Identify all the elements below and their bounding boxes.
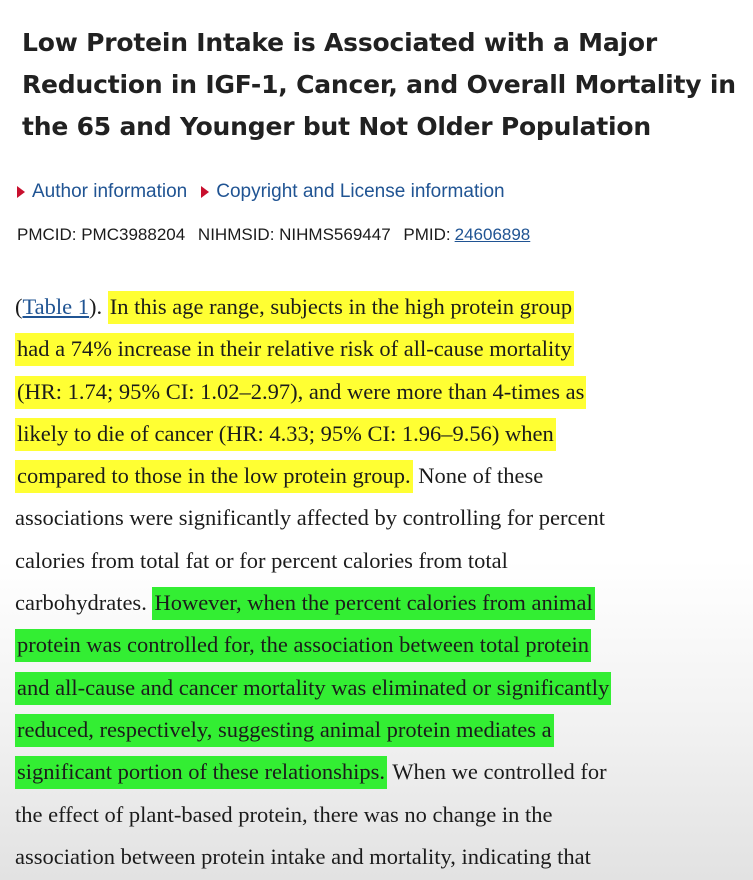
table-1-link[interactable]: Table 1 [22,294,90,319]
paragraph-text: None of these [418,463,544,489]
highlight-yellow: compared to those in the low protein gro… [15,460,413,494]
author-information-toggle[interactable]: Author information [17,181,187,203]
highlight-yellow: (HR: 1.74; 95% CI: 1.02–2.97), and were … [15,375,587,409]
highlight-green: reduced, respectively, suggesting animal… [15,713,554,747]
text-line: (Table 1). In this age range, subjects i… [15,286,753,328]
highlight-yellow: likely to die of cancer (HR: 4.33; 95% C… [15,417,556,451]
text-line: likely to die of cancer (HR: 4.33; 95% C… [15,413,753,455]
article-title: Low Protein Intake is Associated with a … [22,28,736,141]
paragraph-text: calories from total fat or for percent c… [15,547,508,573]
highlight-green: and all-cause and cancer mortality was e… [15,671,612,705]
highlight-yellow: had a 74% increase in their relative ris… [15,333,574,367]
paragraph-text: associations were significantly affected… [15,505,605,531]
article-body: (Table 1). In this age range, subjects i… [15,286,753,878]
text-line: reduced, respectively, suggesting animal… [15,709,753,751]
paren-close: ). [89,294,103,319]
highlight-green: protein was controlled for, the associat… [15,629,592,663]
highlight-green: significant portion of these relationshi… [15,756,388,790]
copyright-license-label: Copyright and License information [216,181,505,202]
paragraph-text: carbohydrates. [15,590,147,616]
pmid-link[interactable]: 24606898 [454,225,531,244]
text-line: had a 74% increase in their relative ris… [15,328,753,370]
text-line: and all-cause and cancer mortality was e… [15,667,753,709]
highlight-yellow: In this age range, subjects in the high … [107,291,575,324]
article-identifiers: PMCID: PMC3988204 NIHMSID: NIHMS569447 P… [17,225,530,245]
text-line: significant portion of these relationshi… [15,751,753,793]
nihmsid: NIHMSID: NIHMS569447 [197,225,391,244]
text-line: associations were significantly affected… [15,497,753,539]
copyright-license-toggle[interactable]: Copyright and License information [201,181,505,203]
text-line: compared to those in the low protein gro… [15,455,753,497]
text-line: calories from total fat or for percent c… [15,540,753,582]
text-line: carbohydrates. However, when the percent… [15,582,753,624]
text-line: the effect of plant-based protein, there… [15,794,753,836]
paragraph-text: association between protein intake and m… [15,843,591,869]
author-information-label: Author information [32,181,188,202]
pmid-label: PMID: [403,225,451,244]
paren-open: ( [15,294,23,319]
paragraph-text: the effect of plant-based protein, there… [15,801,553,827]
caret-right-icon [201,186,210,198]
article-info-links: Author information Copyright and License… [17,181,505,203]
text-line: protein was controlled for, the associat… [15,624,753,666]
pmcid: PMCID: PMC3988204 [17,225,186,244]
caret-right-icon [17,186,25,198]
highlight-green: However, when the percent calories from … [152,587,595,621]
paragraph-text: When we controlled for [392,759,607,785]
text-line: (HR: 1.74; 95% CI: 1.02–2.97), and were … [15,371,753,413]
text-line: association between protein intake and m… [15,836,753,878]
